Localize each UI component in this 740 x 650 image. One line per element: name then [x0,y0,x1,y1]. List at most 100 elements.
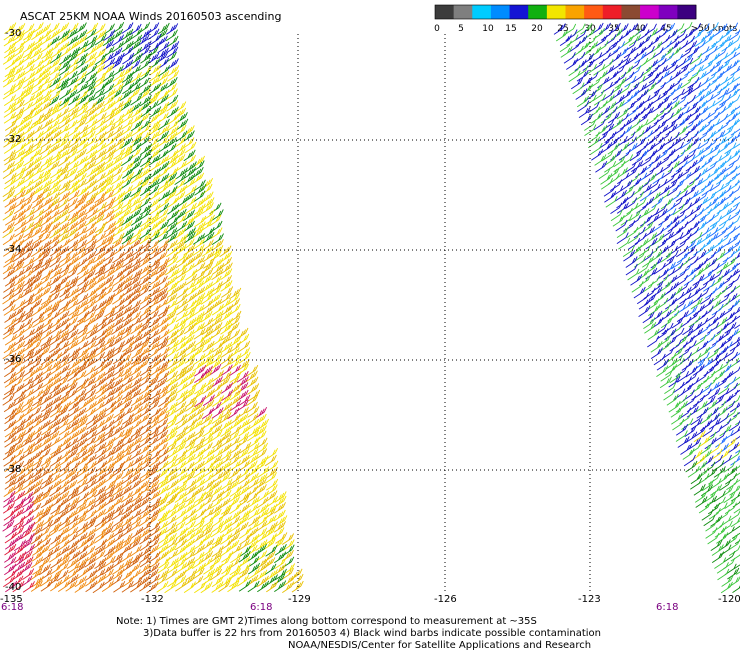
wind-barb [701,155,714,168]
wind-barb [40,503,54,516]
wind-barb [212,490,225,503]
wind-barb [32,71,45,83]
wind-barb [156,335,169,348]
wind-barb [38,419,51,432]
wind-barb [76,298,89,311]
wind-barb [21,377,34,389]
wind-barb [49,394,62,407]
wind-barb [39,436,52,448]
wind-barb [228,329,241,341]
wind-barb [94,448,107,460]
wind-barb [148,280,161,292]
wind-barb [210,346,224,359]
wind-barb [203,257,216,269]
wind-barb [4,202,17,214]
wind-barb [94,112,107,124]
wind-barb [47,106,60,118]
wind-barb [47,425,60,438]
wind-barb [193,405,206,418]
wind-barb [281,533,295,545]
wind-barb [103,143,116,155]
legend-label: 30 [584,24,596,34]
wind-barb [710,454,724,467]
wind-barb [212,340,225,353]
wind-barb [728,449,740,461]
wind-barb [30,179,43,191]
wind-barb [200,335,213,348]
wind-barb [65,64,78,77]
wind-barb [138,197,151,209]
wind-barb [607,46,620,58]
wind-barb [22,257,35,269]
wind-barb [110,485,123,498]
wind-barb [148,148,161,160]
wind-barb [49,387,62,400]
wind-barb [679,263,692,275]
wind-barb [20,239,34,251]
wind-barb [710,269,723,281]
wind-barb [120,376,133,388]
wind-barb [67,430,80,442]
wind-barb [726,233,740,246]
wind-barb [128,299,141,312]
wind-barb [112,551,125,564]
wind-barb [2,448,15,461]
wind-barb [83,311,96,323]
wind-barb [718,59,731,71]
wind-barb [21,185,34,198]
wind-barb [575,35,588,47]
wind-barb [75,94,89,107]
wind-barb [122,106,135,118]
wind-barb [12,424,25,436]
wind-barb [58,472,71,485]
wind-barb [74,167,87,180]
wind-barb [227,293,240,305]
wind-barb [31,89,44,101]
wind-barb [58,515,71,527]
wind-barb [49,267,62,280]
wind-barb [246,478,259,490]
wind-barb [624,75,637,88]
wind-barb [119,479,132,492]
wind-barb [256,455,269,467]
wind-barb [50,47,63,59]
wind-barb [65,316,78,329]
wind-barb [50,503,63,515]
wind-barb [201,431,214,443]
wind-barb [112,232,125,245]
wind-barb [76,89,89,102]
wind-barb [121,335,135,347]
wind-barb [618,149,631,161]
wind-barb [58,183,71,196]
wind-barb [648,154,661,167]
wind-barb [84,173,97,185]
wind-barb [157,124,170,137]
wind-barb [130,167,143,180]
legend-swatch [472,5,492,19]
legend-label: 0 [434,24,440,34]
wind-barb [174,107,187,120]
wind-barb [670,197,683,210]
wind-barb [121,40,134,53]
wind-barb [667,95,680,107]
wind-barb [48,508,61,521]
wind-barb [723,131,736,143]
wind-barb [668,70,681,82]
wind-barb [701,305,714,318]
wind-barb [720,341,733,353]
wind-barb [40,293,54,306]
wind-barb [138,160,151,173]
wind-barb [210,550,223,563]
wind-barb [12,239,25,251]
wind-barb [174,173,187,185]
wind-barb [130,214,143,226]
wind-barb [174,569,187,582]
wind-barb [650,341,663,353]
wind-barb [31,550,44,562]
wind-barb [50,401,63,413]
wind-barb [237,503,250,515]
wind-barb [13,23,26,35]
wind-barb [596,40,609,53]
wind-barb [665,358,678,370]
wind-barb [595,34,608,47]
